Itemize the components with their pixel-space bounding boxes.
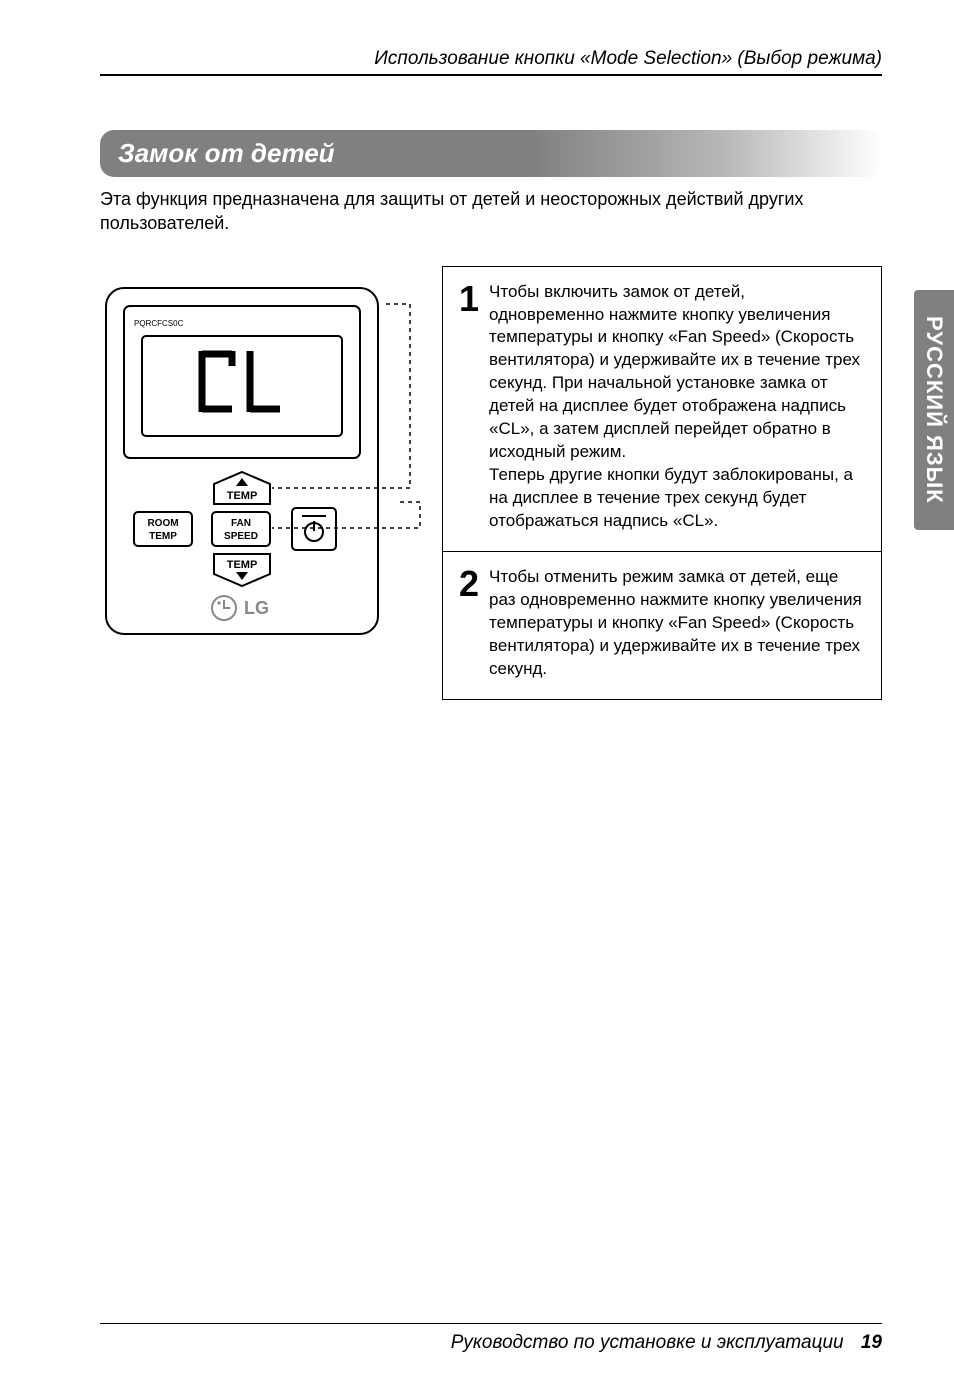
step-2: 2 Чтобы отменить режим замка от детей, е… xyxy=(443,551,881,699)
footer-text: Руководство по установке и эксплуатации … xyxy=(100,1332,882,1354)
page: Использование кнопки «Mode Selection» (В… xyxy=(0,0,954,1400)
footer: Руководство по установке и эксплуатации … xyxy=(100,1323,882,1354)
footer-label: Руководство по установке и эксплуатации xyxy=(451,1332,844,1353)
content-row: PQRCFCS0C xyxy=(100,266,882,700)
running-header: Использование кнопки «Mode Selection» (В… xyxy=(100,48,882,70)
footer-rule xyxy=(100,1323,882,1324)
svg-text:TEMP: TEMP xyxy=(227,559,258,571)
steps-box: 1 Чтобы включить замок от детей, одновре… xyxy=(442,266,882,700)
section-title: Замок от детей xyxy=(100,130,882,177)
step-number: 1 xyxy=(459,281,479,533)
model-code-text: PQRCFCS0C xyxy=(134,319,184,328)
language-tab: РУССКИЙ ЯЗЫК xyxy=(914,290,954,530)
page-number: 19 xyxy=(861,1332,882,1353)
step-text: Чтобы включить замок от детей, одновреме… xyxy=(489,281,863,533)
svg-text:LG: LG xyxy=(244,598,269,618)
step-text: Чтобы отменить режим замка от детей, еще… xyxy=(489,566,863,681)
svg-text:TEMP: TEMP xyxy=(227,490,258,502)
section-intro: Эта функция предназначена для защиты от … xyxy=(100,187,882,236)
step-1: 1 Чтобы включить замок от детей, одновре… xyxy=(443,267,881,551)
svg-text:SPEED: SPEED xyxy=(224,531,258,542)
remote-svg: PQRCFCS0C xyxy=(100,266,400,646)
svg-text:TEMP: TEMP xyxy=(149,531,177,542)
svg-text:FAN: FAN xyxy=(231,518,251,529)
header-rule xyxy=(100,74,882,76)
svg-text:ROOM: ROOM xyxy=(147,518,178,529)
remote-diagram: PQRCFCS0C xyxy=(100,266,430,651)
step-number: 2 xyxy=(459,566,479,681)
